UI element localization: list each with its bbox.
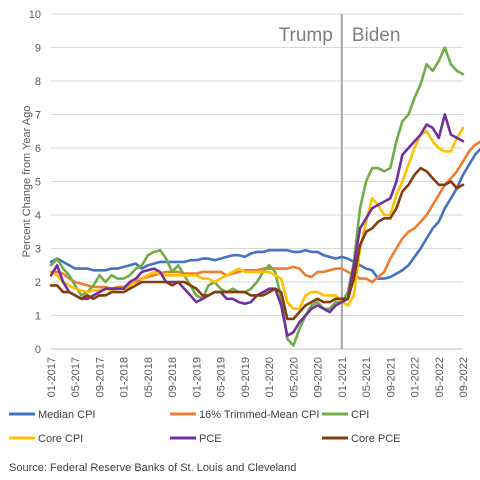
- era-label-trump: Trump: [279, 25, 333, 46]
- series-line-16-trimmed-mean-cpi: [49, 140, 480, 291]
- legend-entry: 16% Trimmed-Mean CPI: [199, 409, 319, 421]
- x-tick-label: 01-2019: [191, 357, 203, 397]
- legend-entry: PCE: [199, 433, 222, 445]
- x-tick-label: 09-2021: [385, 357, 397, 397]
- x-tick-label: 05-2017: [70, 357, 82, 397]
- series-line-core-pce: [49, 166, 465, 321]
- x-tick-labels: 01-2017 05-2017 09-2017 01-2018 05-2018 09-20…: [46, 357, 470, 397]
- x-tick-label: 05-2019: [216, 357, 228, 397]
- y-tick-label: 1: [35, 311, 41, 323]
- y-tick-label: 6: [35, 143, 41, 155]
- y-tick-label: 8: [35, 76, 41, 88]
- x-tick-label: 05-2018: [143, 357, 155, 397]
- series-line-cpi: [49, 46, 465, 347]
- y-tick-label: 9: [35, 43, 41, 55]
- x-tick-label: 01-2020: [264, 357, 276, 397]
- x-tick-label: 09-2018: [167, 357, 179, 397]
- y-tick-label: 10: [29, 9, 41, 21]
- x-tick-label: 01-2017: [46, 357, 58, 397]
- y-axis-label: Percent Change from Year Ago: [21, 106, 33, 258]
- x-tick-label: 01-2022: [410, 357, 422, 397]
- y-tick-label: 7: [35, 110, 41, 122]
- x-tick-label: 05-2020: [288, 357, 300, 397]
- x-tick-label: 05-2021: [361, 357, 373, 397]
- x-tick-label: 01-2018: [119, 357, 131, 397]
- grid-lines: [51, 13, 463, 350]
- y-tick-label: 0: [35, 344, 41, 356]
- era-label-biden: Biden: [352, 25, 401, 46]
- source-note: Source: Federal Reserve Banks of St. Lou…: [9, 462, 296, 474]
- legend-entry: CPI: [351, 409, 369, 421]
- y-tick-label: 2: [35, 277, 41, 289]
- y-tick-label: 3: [35, 244, 41, 256]
- legend-entry: Median CPI: [38, 409, 95, 421]
- series-lines: [49, 46, 480, 347]
- legend-entry: Core CPI: [38, 433, 83, 445]
- series-line-median-cpi: [49, 147, 480, 280]
- x-tick-label: 09-2017: [94, 357, 106, 397]
- y-tick-label: 4: [35, 210, 41, 222]
- x-tick-label: 05-2022: [434, 357, 446, 397]
- x-tick-label: 09-2020: [313, 357, 325, 397]
- legend-entry: Core PCE: [351, 433, 401, 445]
- y-tick-labels: 0 1 2 3 4 5 6 7 8 9 10: [29, 9, 41, 356]
- x-tick-label: 09-2022: [458, 357, 470, 397]
- x-tick-label: 01-2021: [337, 357, 349, 397]
- x-tick-label: 09-2019: [240, 357, 252, 397]
- legend: Median CPI 16% Trimmed-Mean CPI CPI Core CP…: [9, 409, 401, 445]
- y-tick-label: 5: [35, 177, 41, 189]
